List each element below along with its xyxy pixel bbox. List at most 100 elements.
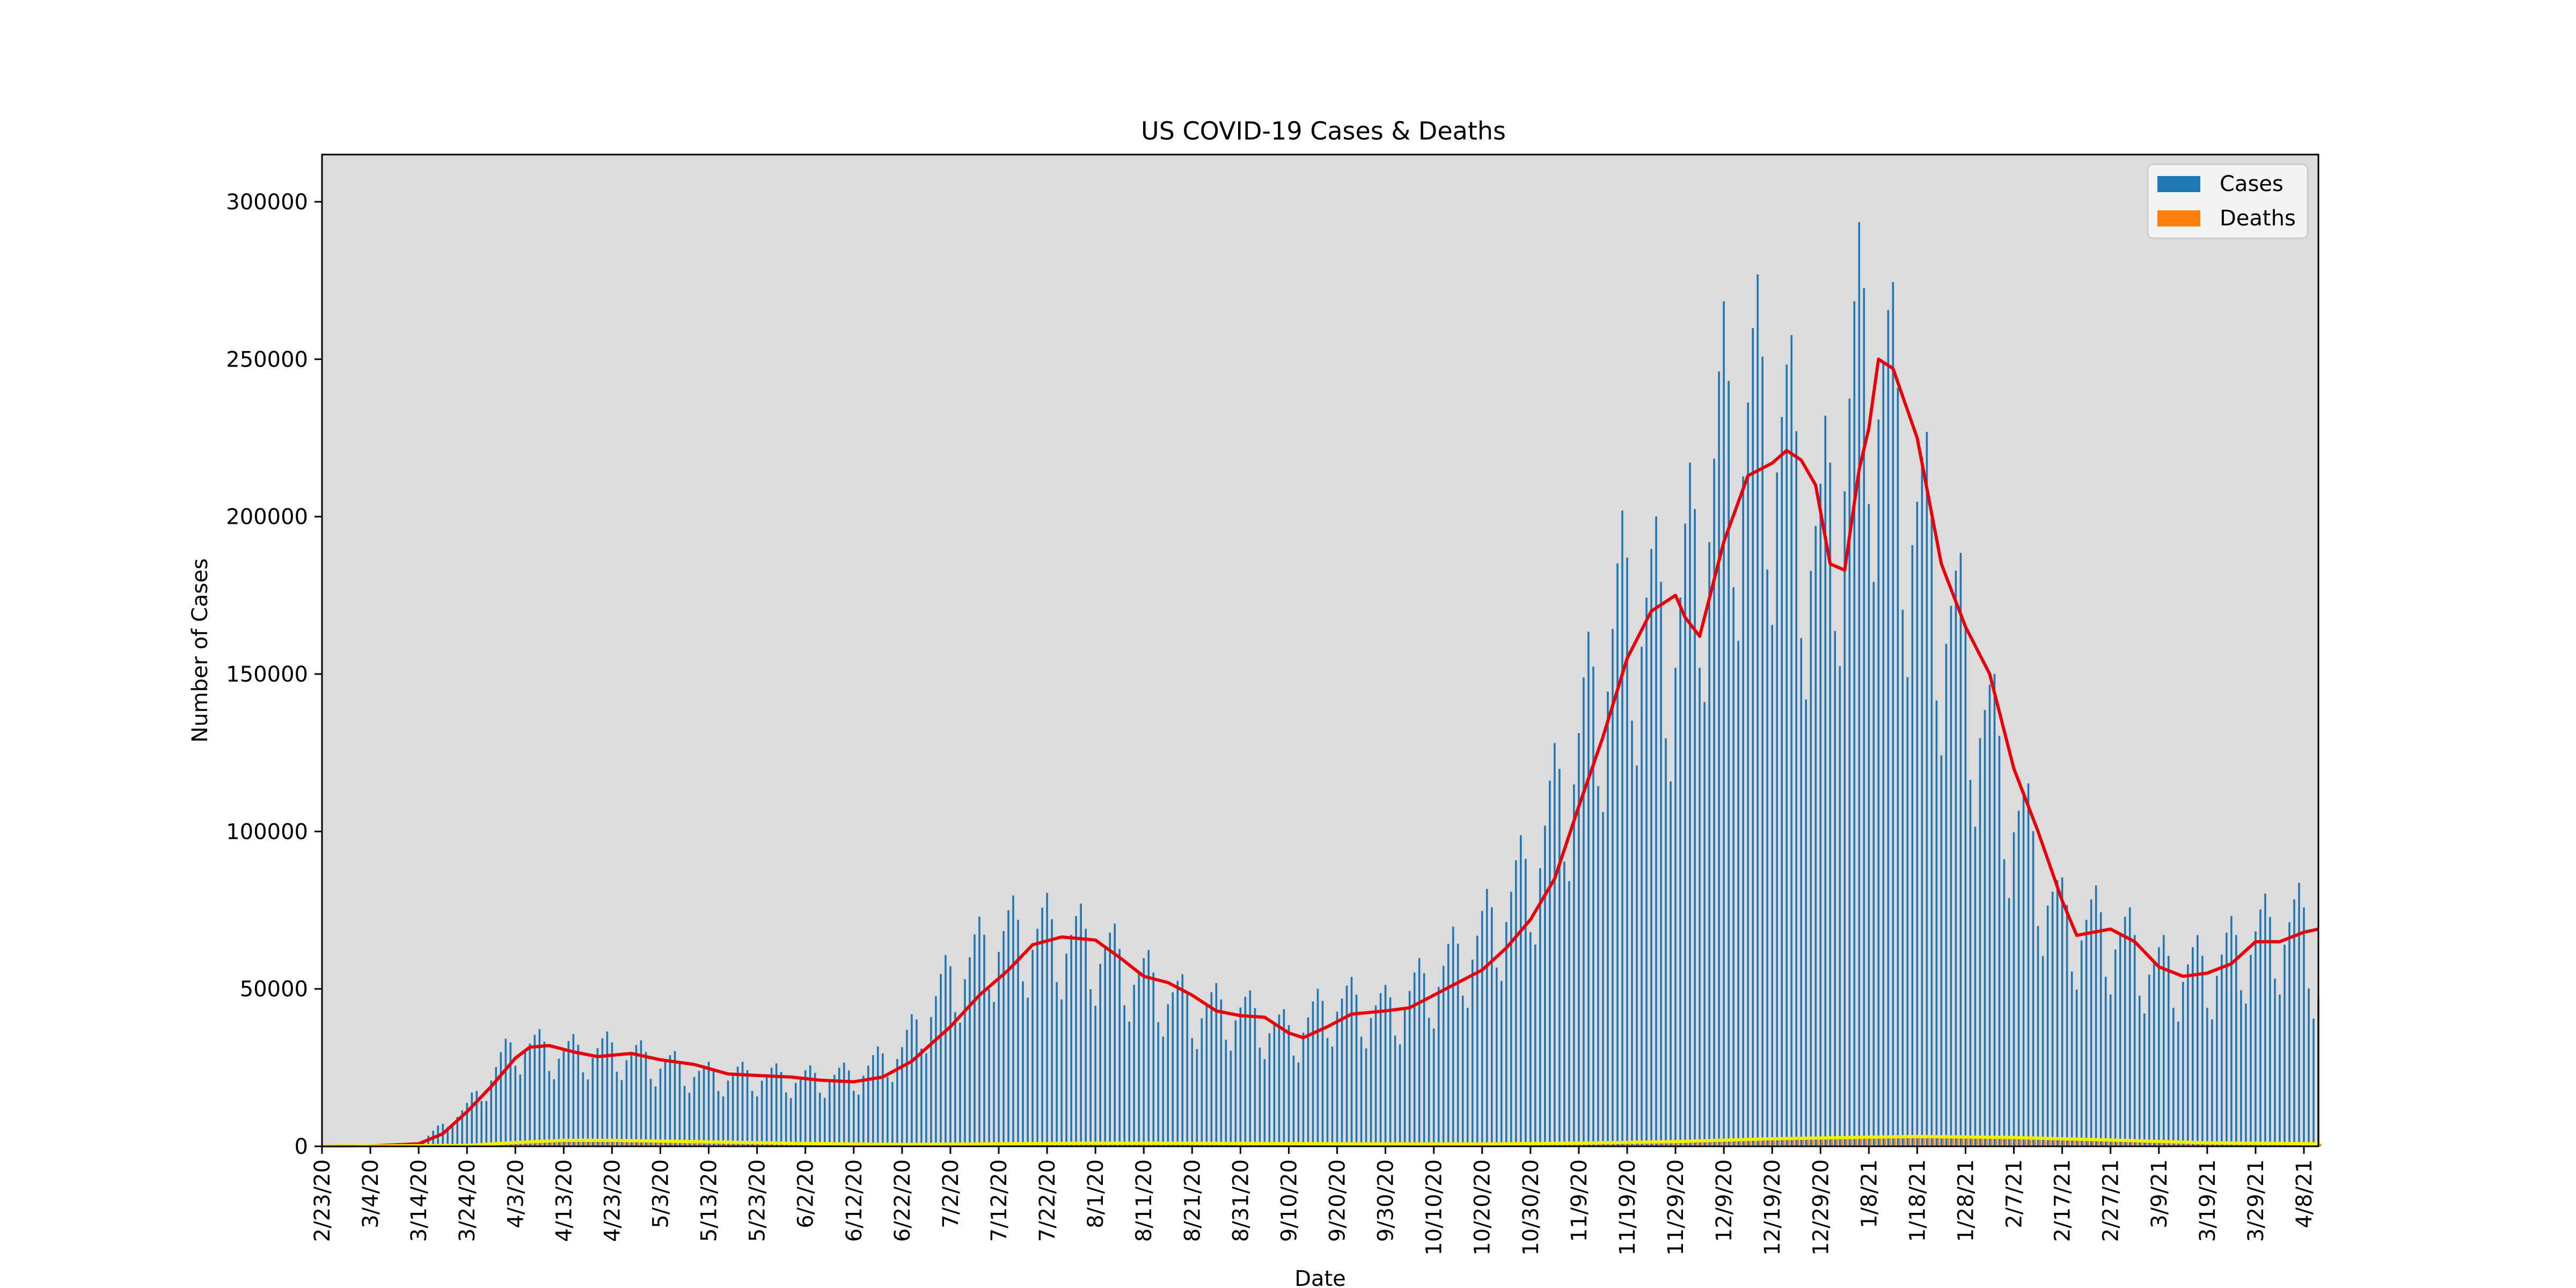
cases-bar <box>1428 1018 1430 1146</box>
cases-bar <box>1254 1008 1256 1146</box>
x-tick-label: 2/17/21 <box>2051 1159 2075 1242</box>
cases-bar <box>780 1072 782 1146</box>
cases-bar <box>1225 1040 1227 1146</box>
deaths-bar <box>705 1141 707 1146</box>
cases-bar <box>2056 880 2059 1146</box>
cases-bar <box>698 1071 700 1146</box>
deaths-bar <box>1875 1137 1877 1146</box>
deaths-bar <box>1976 1137 1978 1146</box>
cases-bar <box>949 966 952 1146</box>
cases-bar <box>2221 954 2223 1146</box>
deaths-bar <box>1846 1137 1848 1146</box>
cases-bar <box>1728 380 1730 1146</box>
deaths-bar <box>2106 1140 2109 1146</box>
deaths-bar <box>1748 1138 1751 1146</box>
deaths-bar <box>1826 1138 1828 1146</box>
cases-bar <box>558 1058 560 1146</box>
cases-bar <box>1423 973 1425 1146</box>
deaths-bar <box>2111 1140 2114 1146</box>
cases-bar <box>1138 971 1140 1146</box>
deaths-bar <box>772 1143 775 1146</box>
x-tick-label: 2/23/20 <box>310 1159 335 1242</box>
cases-bar <box>2128 907 2131 1146</box>
x-tick-label: 12/29/20 <box>1809 1159 1833 1256</box>
cases-bar <box>954 1012 956 1146</box>
cases-bar <box>1785 364 1788 1146</box>
cases-bar <box>1230 1050 1232 1146</box>
deaths-bar <box>531 1140 533 1146</box>
cases-bar <box>1930 517 1933 1146</box>
x-tick-label: 10/30/20 <box>1519 1159 1543 1256</box>
cases-bar <box>920 1048 923 1146</box>
deaths-bar <box>1782 1138 1785 1146</box>
chart-title: US COVID-19 Cases & Deaths <box>1141 116 1506 145</box>
deaths-bar <box>1850 1137 1853 1146</box>
deaths-bar <box>1986 1137 1988 1146</box>
deaths-bar <box>1865 1137 1867 1146</box>
cases-bar <box>1302 1033 1305 1146</box>
deaths-bar <box>1797 1138 1799 1146</box>
x-tick-label: 9/30/20 <box>1374 1159 1399 1242</box>
cases-bar <box>1520 835 1522 1146</box>
cases-bar <box>1500 980 1503 1146</box>
x-tick-label: 3/24/20 <box>455 1159 480 1242</box>
deaths-bar <box>661 1140 663 1146</box>
cases-bar <box>756 1096 758 1146</box>
cases-bar <box>746 1070 749 1146</box>
x-tick-label: 9/20/20 <box>1326 1159 1350 1242</box>
cases-bar <box>1940 755 1943 1146</box>
x-tick-label: 10/10/20 <box>1422 1159 1447 1256</box>
cases-bar <box>1974 826 1977 1146</box>
cases-bar <box>1249 990 1252 1146</box>
deaths-bar <box>637 1140 639 1146</box>
cases-bar <box>1215 983 1218 1146</box>
cases-bar <box>1022 981 1024 1146</box>
deaths-bar <box>545 1140 547 1146</box>
cases-bar <box>1926 431 1928 1146</box>
x-tick-label: 8/1/20 <box>1084 1159 1108 1228</box>
deaths-bar <box>536 1140 538 1146</box>
deaths-bar <box>1947 1136 1949 1146</box>
cases-bar <box>1742 476 1744 1147</box>
cases-bar <box>1060 999 1063 1146</box>
deaths-bar <box>2193 1143 2196 1146</box>
cases-bar <box>1853 301 1856 1146</box>
deaths-bar <box>767 1143 770 1146</box>
cases-bar <box>490 1080 493 1146</box>
deaths-bar <box>1937 1136 1940 1146</box>
cases-bar <box>2090 899 2092 1146</box>
deaths-bar <box>758 1142 760 1146</box>
deaths-bar <box>2015 1138 2017 1146</box>
cases-bar <box>785 1092 787 1146</box>
cases-bar <box>1408 991 1411 1146</box>
cases-bar <box>1674 668 1677 1146</box>
cases-bar <box>645 1052 647 1146</box>
cases-bar <box>1549 780 1551 1146</box>
deaths-bar <box>666 1140 668 1146</box>
x-tick-label: 3/19/21 <box>2196 1159 2220 1242</box>
cases-bar <box>514 1065 517 1146</box>
cases-bar <box>1988 684 1991 1146</box>
cases-bar <box>1906 677 1909 1146</box>
cases-bar <box>702 1065 705 1146</box>
cases-bar <box>1191 1038 1194 1146</box>
deaths-average-line <box>321 1135 2319 1148</box>
cases-bar <box>1374 1005 1377 1146</box>
cases-bar <box>1089 989 1092 1146</box>
deaths-bar <box>743 1142 746 1146</box>
y-tick-label: 250000 <box>226 347 308 372</box>
deaths-bar <box>714 1141 716 1146</box>
cases-bar <box>1703 702 1706 1146</box>
cases-bar <box>2240 990 2242 1146</box>
cases-bar <box>1355 994 1358 1146</box>
plot-frame <box>321 153 2319 1147</box>
deaths-bar <box>2019 1138 2022 1146</box>
cases-bar <box>2259 909 2262 1146</box>
cases-bar <box>974 934 976 1146</box>
cases-bar <box>2114 949 2117 1146</box>
cases-bar <box>2104 977 2107 1146</box>
x-tick-label: 7/12/20 <box>987 1159 1012 1242</box>
cases-bar <box>1708 542 1710 1146</box>
cases-bar <box>1273 1023 1276 1146</box>
cases-bar <box>858 1094 860 1146</box>
